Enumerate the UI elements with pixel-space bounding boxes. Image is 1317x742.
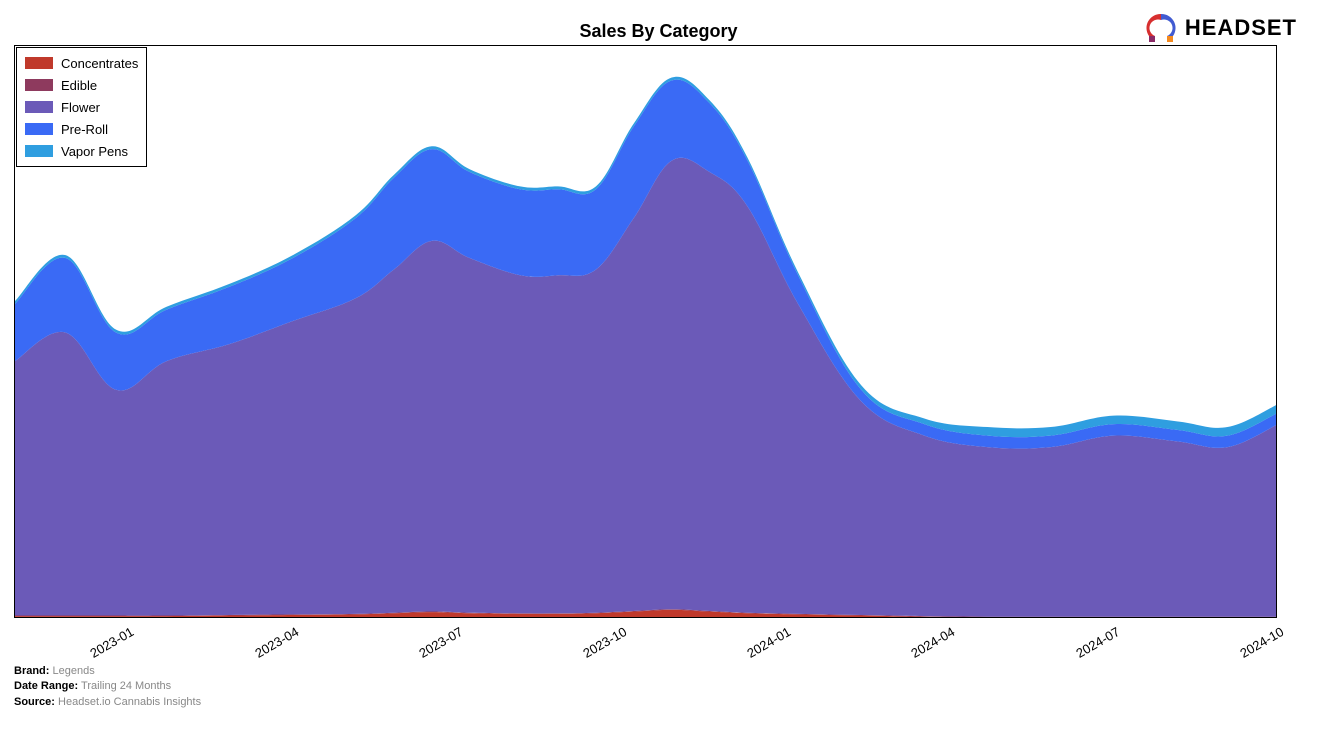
legend-swatch — [25, 145, 53, 157]
footer-value: Headset.io Cannabis Insights — [55, 696, 201, 708]
brand-logo: HEADSET — [1143, 10, 1297, 46]
legend-label: Edible — [61, 78, 97, 93]
footer-line: Date Range: Trailing 24 Months — [14, 679, 201, 694]
x-axis-label: 2023-10 — [580, 624, 629, 661]
x-axis-label: 2024-10 — [1237, 624, 1286, 661]
footer-label: Source: — [14, 696, 55, 708]
x-axis-label: 2024-04 — [909, 624, 958, 661]
legend-label: Flower — [61, 100, 100, 115]
x-axis-label: 2024-07 — [1073, 624, 1122, 661]
legend-label: Vapor Pens — [61, 144, 128, 159]
footer-value: Legends — [49, 665, 94, 677]
legend-swatch — [25, 57, 53, 69]
headset-icon — [1143, 10, 1179, 46]
area-flower — [15, 158, 1277, 617]
footer-value: Trailing 24 Months — [78, 680, 171, 692]
chart-footer: Brand: LegendsDate Range: Trailing 24 Mo… — [14, 664, 201, 710]
stacked-area-chart — [15, 46, 1277, 618]
legend-item: Concentrates — [25, 52, 138, 74]
legend-label: Concentrates — [61, 56, 138, 71]
legend-swatch — [25, 101, 53, 113]
footer-label: Date Range: — [14, 680, 78, 692]
chart-title-text: Sales By Category — [579, 21, 737, 41]
legend-swatch — [25, 123, 53, 135]
x-axis-label: 2023-01 — [88, 624, 137, 661]
footer-line: Source: Headset.io Cannabis Insights — [14, 695, 201, 710]
legend-label: Pre-Roll — [61, 122, 108, 137]
x-axis-label: 2023-04 — [252, 624, 301, 661]
legend-item: Flower — [25, 96, 138, 118]
chart-title: Sales By Category — [0, 21, 1317, 42]
legend-item: Vapor Pens — [25, 140, 138, 162]
legend-item: Pre-Roll — [25, 118, 138, 140]
legend-item: Edible — [25, 74, 138, 96]
plot-area — [14, 45, 1277, 618]
footer-line: Brand: Legends — [14, 664, 201, 679]
legend-swatch — [25, 79, 53, 91]
legend: Concentrates Edible Flower Pre-Roll Vapor Pe… — [16, 47, 147, 167]
x-axis-label: 2023-07 — [416, 624, 465, 661]
footer-label: Brand: — [14, 665, 49, 677]
brand-logo-text: HEADSET — [1185, 15, 1297, 41]
x-axis-label: 2024-01 — [745, 624, 794, 661]
